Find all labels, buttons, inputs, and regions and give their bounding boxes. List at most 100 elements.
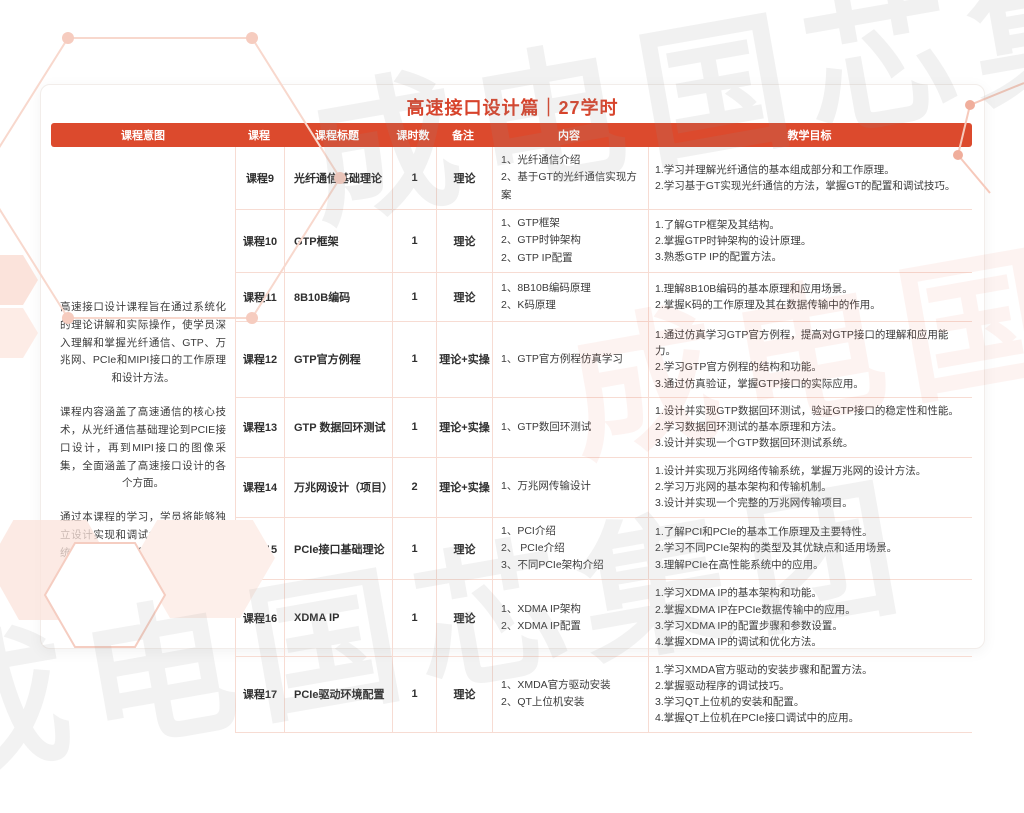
table-row: 课程10 GTP框架 1 理论 1、GTP框架 2、GTP时钟架构 2、GTP IP… — [236, 209, 972, 273]
course-title-cell: PCIe驱动环境配置 — [284, 656, 392, 732]
objective-line: 2.学习基于GT实现光纤通信的方法，掌握GT的配置和调试技巧。 — [655, 179, 956, 192]
hours-cell: 1 — [392, 656, 436, 732]
header-note: 备注 — [452, 130, 474, 142]
content-line: 1、PCI介绍 — [501, 524, 556, 537]
objective-line: 3.设计并实现一个完整的万兆网传输项目。 — [655, 497, 853, 510]
objectives-cell: 1.设计并实现GTP数据回环测试，验证GTP接口的稳定性和性能。 2.学习数据回环… — [648, 397, 972, 457]
objective-line: 2.掌握K码的工作原理及其在数据传输中的作用。 — [655, 298, 881, 311]
objective-line: 2.学习不同PCIe架构的类型及其优缺点和适用场景。 — [655, 542, 898, 555]
objective-line: 1.了解GTP框架及其结构。 — [655, 218, 780, 231]
objectives-cell: 1.了解GTP框架及其结构。 2.掌握GTP时钟架构的设计原理。 3.熟悉GTP I… — [648, 209, 972, 272]
objective-line: 4.掌握XDMA IP的调试和优化方法。 — [655, 636, 822, 649]
note-cell: 理论 — [436, 580, 492, 656]
course-cell: 课程12 — [242, 354, 278, 367]
course-cell: 课程17 — [242, 689, 278, 702]
content-cell: 1、GTP框架 2、GTP时钟架构 2、GTP IP配置 — [492, 209, 648, 272]
objectives-cell: 1.理解8B10B编码的基本原理和应用场景。 2.掌握K码的工作原理及其在数据传输… — [648, 272, 972, 321]
content-line: 3、不同PCIe架构介绍 — [501, 559, 604, 572]
content-line: 1、万兆网传输设计 — [501, 480, 591, 493]
note-cell: 理论 — [436, 209, 492, 272]
course-title-cell: 光纤通信基础理论 — [284, 147, 392, 209]
course-intent-cell: 高速接口设计课程旨在通过系统化的理论讲解和实际操作，使学员深入理解和掌握光纤通信… — [51, 147, 235, 733]
objective-line: 1.学习XMDA官方驱动的安装步骤和配置方法。 — [655, 663, 873, 676]
hours-cell: 1 — [392, 209, 436, 272]
intent-paragraph: 通过本课程的学习，学员将能够独立设计实现和调试各种高速接口系统，为从事高性能通信… — [60, 511, 226, 577]
objective-line: 2.掌握驱动程序的调试技巧。 — [655, 679, 790, 692]
content-line: 2、QT上位机安装 — [501, 696, 585, 709]
intent-paragraph: 课程内容涵盖了高速通信的核心技术，从光纤通信基础理论到PCIE接口设计，再到MI… — [60, 406, 226, 490]
course-outline-card: 高速接口设计篇｜27学时 课程意图 课程 课程标题 课时数 备注 内容 教学目标… — [40, 84, 985, 733]
course-title-cell: 万兆网设计（项目） — [284, 457, 393, 517]
table-row: 课程11 8B10B编码 1 理论 1、8B10B编码原理 2、K码原理 1.理解… — [236, 272, 972, 322]
course-title-cell: GTP框架 — [284, 209, 392, 272]
table-row: 课程15 PCIe接口基础理论 1 理论 1、PCI介绍 2、 PCIe介绍 3、不… — [236, 517, 972, 581]
objective-line: 3.通过仿真验证，掌握GTP接口的实际应用。 — [655, 377, 864, 390]
course-cell: 课程16 — [242, 613, 278, 625]
content-line: 2、 PCIe介绍 — [501, 541, 565, 554]
objective-line: 2.学习数据回环测试的基本原理和方法。 — [655, 421, 843, 434]
note-cell: 理论 — [436, 272, 492, 321]
content-cell: 1、8B10B编码原理 2、K码原理 — [492, 272, 648, 321]
table-row: 课程9 光纤通信基础理论 1 理论 1、光纤通信介绍 2、基于GT的光纤通信实现方… — [236, 147, 972, 210]
course-rows-container: 课程9 光纤通信基础理论 1 理论 1、光纤通信介绍 2、基于GT的光纤通信实现方… — [235, 147, 972, 733]
course-cell: 课程13 — [242, 422, 278, 435]
header-content: 内容 — [558, 130, 580, 142]
page-title: 高速接口设计篇｜27学时 — [406, 98, 619, 118]
objectives-cell: 1.学习XDMA IP的基本架构和功能。 2.掌握XDMA IP在PCIe数据传输… — [648, 580, 972, 656]
hours-cell: 1 — [392, 321, 436, 397]
objective-line: 3.学习XDMA IP的配置步骤和参数设置。 — [655, 620, 843, 632]
content-line: 1、XMDA官方驱动安装 — [501, 678, 611, 691]
content-cell: 1、XDMA IP架构 2、XDMA IP配置 — [492, 580, 648, 656]
hexagon-decoration-left-edge — [0, 255, 38, 358]
content-line: 1、GTP框架 — [501, 216, 560, 229]
content-line: 1、GTP数回环测试 — [501, 420, 592, 433]
course-cell: 课程10 — [242, 235, 278, 248]
note-cell: 理论+实操 — [436, 397, 492, 457]
content-cell: 1、XMDA官方驱动安装 2、QT上位机安装 — [492, 656, 648, 732]
objective-line: 3.学习QT上位机的安装和配置。 — [655, 696, 805, 709]
table-row: 课程13 GTP 数据回环测试 1 理论+实操 1、GTP数回环测试 1.设计并… — [236, 397, 972, 458]
objective-line: 2.掌握GTP时钟架构的设计原理。 — [655, 234, 812, 247]
course-cell: 课程11 — [243, 291, 277, 304]
course-title-cell: GTP官方例程 — [284, 321, 392, 397]
header-hours: 课时数 — [396, 130, 430, 142]
content-cell: 1、GTP官方例程仿真学习 — [492, 321, 648, 397]
content-line: 1、GTP官方例程仿真学习 — [501, 352, 623, 365]
note-cell: 理论 — [436, 147, 492, 209]
hours-cell: 1 — [392, 272, 436, 321]
content-line: 2、基于GT的光纤通信实现方案 — [501, 171, 637, 201]
content-line: 2、GTP时钟架构 — [501, 234, 581, 247]
objective-line: 1.设计并实现万兆网络传输系统，掌握万兆网的设计方法。 — [655, 464, 927, 477]
objective-line: 1.了解PCI和PCIe的基本工作原理及主要特性。 — [655, 526, 873, 539]
course-title-cell: PCIe接口基础理论 — [284, 517, 392, 580]
content-cell: 1、万兆网传输设计 — [492, 457, 648, 517]
content-line: 1、8B10B编码原理 — [501, 281, 591, 294]
header-course-title: 课程标题 — [315, 130, 359, 142]
header-course: 课程 — [248, 130, 270, 142]
content-cell: 1、光纤通信介绍 2、基于GT的光纤通信实现方案 — [492, 147, 648, 209]
note-cell: 理论+实操 — [436, 457, 492, 517]
objective-line: 1.学习XDMA IP的基本架构和功能。 — [655, 587, 822, 600]
objectives-cell: 1.通过仿真学习GTP官方例程，提高对GTP接口的理解和应用能力。 2.学习GTP… — [648, 321, 972, 397]
intent-paragraph: 高速接口设计课程旨在通过系统化的理论讲解和实际操作，使学员深入理解和掌握光纤通信… — [60, 300, 226, 385]
table-header-row: 课程意图 课程 课程标题 课时数 备注 内容 教学目标 — [51, 123, 972, 147]
content-line: 2、GTP IP配置 — [501, 251, 573, 264]
objectives-cell: 1.学习并理解光纤通信的基本组成部分和工作原理。 2.学习基于GT实现光纤通信的方… — [648, 147, 972, 209]
objectives-cell: 1.学习XMDA官方驱动的安装步骤和配置方法。 2.掌握驱动程序的调试技巧。 3.学… — [648, 656, 972, 732]
course-cell: 课程15 — [242, 543, 278, 556]
table-row: 课程17 PCIe驱动环境配置 1 理论 1、XMDA官方驱动安装 2、QT上位机… — [236, 656, 972, 733]
course-title-cell: GTP 数据回环测试 — [284, 397, 392, 457]
content-line: 1、XDMA IP架构 — [501, 602, 581, 615]
objectives-cell: 1.设计并实现万兆网络传输系统，掌握万兆网的设计方法。 2.学习万兆网的基本架构和… — [648, 457, 972, 517]
objective-line: 2.学习万兆网的基本架构和传输机制。 — [655, 481, 832, 493]
content-line: 2、K码原理 — [501, 298, 556, 311]
table-row: 课程12 GTP官方例程 1 理论+实操 1、GTP官方例程仿真学习 1.通过仿… — [236, 321, 972, 398]
content-line: 2、XDMA IP配置 — [501, 620, 581, 632]
hours-cell: 1 — [392, 580, 436, 656]
header-course-intent: 课程意图 — [121, 130, 165, 142]
objective-line: 1.理解8B10B编码的基本原理和应用场景。 — [655, 282, 853, 295]
objectives-cell: 1.了解PCI和PCIe的基本工作原理及主要特性。 2.学习不同PCIe架构的类型… — [648, 517, 972, 580]
content-cell: 1、PCI介绍 2、 PCIe介绍 3、不同PCIe架构介绍 — [492, 517, 648, 580]
objective-line: 2.学习GTP官方例程的结构和功能。 — [655, 361, 822, 374]
objective-line: 3.理解PCIe在高性能系统中的应用。 — [655, 558, 824, 571]
